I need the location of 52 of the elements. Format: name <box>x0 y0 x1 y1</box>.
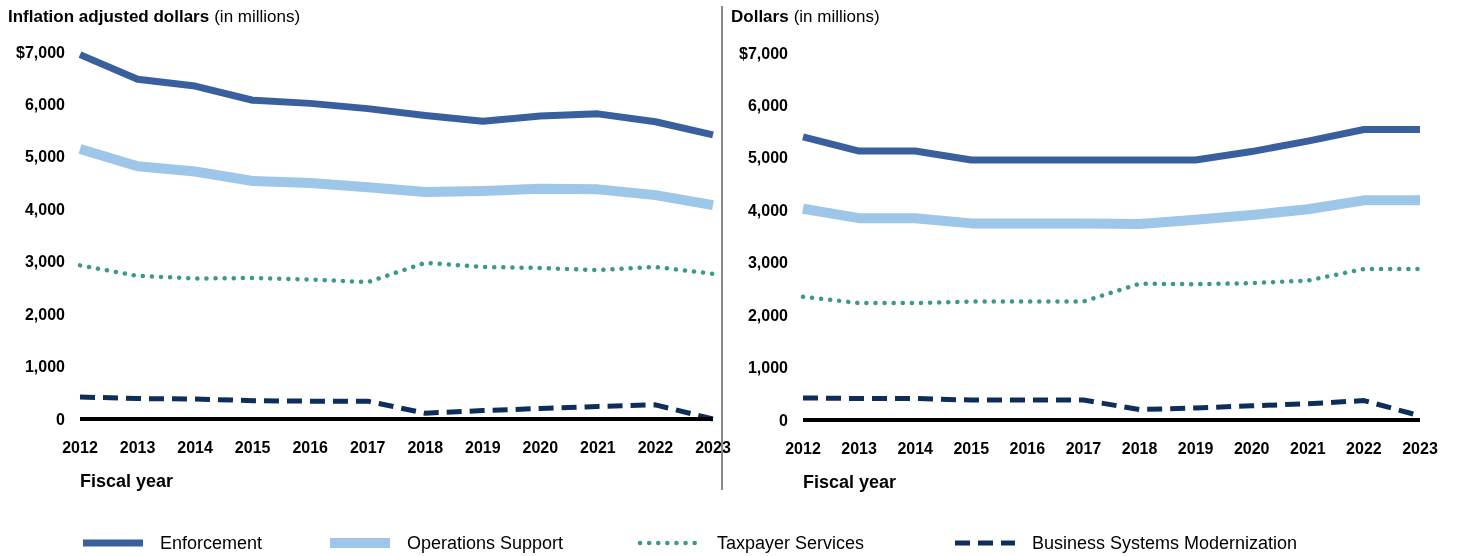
x-tick-label: 2021 <box>1290 440 1326 457</box>
x-tick-label: 2015 <box>234 439 271 456</box>
x-tick-label: 2017 <box>349 439 386 456</box>
x-tick-label: 2012 <box>785 440 821 457</box>
x-tick-label: 2013 <box>841 440 877 457</box>
chart-subtitle: (in millions) <box>214 7 301 26</box>
chart-title: Inflation adjusted dollars <box>8 7 210 26</box>
line-series <box>800 266 1423 306</box>
x-tick-label: 2017 <box>1065 440 1102 457</box>
x-tick-label: 2016 <box>1009 440 1046 457</box>
y-tick-label: 3,000 <box>24 253 66 271</box>
x-tick-label: 2023 <box>1402 440 1438 457</box>
y-tick-label: 4,000 <box>747 201 789 219</box>
x-tick-label: 2015 <box>953 440 990 457</box>
legend-label: Operations Support <box>407 533 564 554</box>
x-tick-label: 2018 <box>407 439 444 456</box>
y-tick-label: 5,000 <box>747 149 789 167</box>
x-tick-label: 2018 <box>1121 440 1158 457</box>
legend-label: Enforcement <box>160 533 263 554</box>
x-tick-label: 2013 <box>119 439 156 456</box>
y-tick-label: $7,000 <box>16 43 66 61</box>
y-tick-label: 6,000 <box>24 96 66 114</box>
x-tick-label: 2014 <box>897 440 934 457</box>
y-tick-label: 5,000 <box>24 148 66 166</box>
x-axis-title: Fiscal year <box>80 471 174 491</box>
x-tick-label: 2022 <box>637 439 674 456</box>
chart-subtitle: (in millions) <box>793 7 880 26</box>
chart-title: Dollars <box>731 7 789 26</box>
y-tick-label: 2,000 <box>747 306 789 324</box>
x-tick-label: 2023 <box>695 439 731 456</box>
y-tick-label: 0 <box>779 411 789 429</box>
x-tick-label: 2021 <box>580 439 616 456</box>
x-tick-label: 2019 <box>465 439 501 456</box>
x-tick-label: 2020 <box>1233 440 1270 457</box>
y-tick-label: 4,000 <box>24 200 66 218</box>
y-tick-label: 2,000 <box>24 305 66 323</box>
x-axis-title: Fiscal year <box>803 472 897 492</box>
line-series <box>77 260 716 285</box>
x-tick-label: 2012 <box>62 439 98 456</box>
x-tick-label: 2020 <box>522 439 559 456</box>
y-tick-label: $7,000 <box>739 44 789 62</box>
legend-label: Taxpayer Services <box>717 533 865 554</box>
y-tick-label: 1,000 <box>24 358 66 376</box>
y-tick-label: 0 <box>56 410 66 428</box>
x-tick-label: 2022 <box>1346 440 1382 457</box>
legend-label: Business Systems Modernization <box>1032 533 1298 554</box>
y-tick-label: 3,000 <box>747 254 789 272</box>
y-tick-label: 6,000 <box>747 97 789 115</box>
y-tick-label: 1,000 <box>747 359 789 377</box>
x-tick-label: 2016 <box>292 439 329 456</box>
x-tick-label: 2019 <box>1177 440 1214 457</box>
x-tick-label: 2014 <box>177 439 213 456</box>
